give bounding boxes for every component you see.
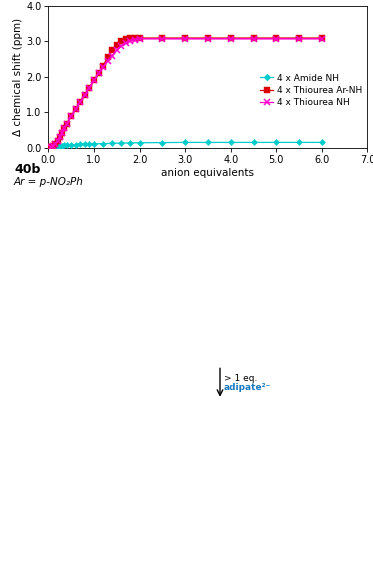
X-axis label: anion equivalents: anion equivalents [162, 168, 254, 177]
Text: 40b: 40b [14, 163, 40, 176]
Text: adipate²⁻: adipate²⁻ [224, 383, 272, 392]
Text: Ar = p-NO₂Ph: Ar = p-NO₂Ph [14, 177, 84, 187]
Text: > 1 eq.: > 1 eq. [224, 374, 257, 383]
Legend: 4 x Amide NH, 4 x Thiourea Ar-NH, 4 x Thiourea NH: 4 x Amide NH, 4 x Thiourea Ar-NH, 4 x Th… [260, 72, 363, 108]
Y-axis label: Δ chemical shift (ppm): Δ chemical shift (ppm) [13, 18, 23, 136]
